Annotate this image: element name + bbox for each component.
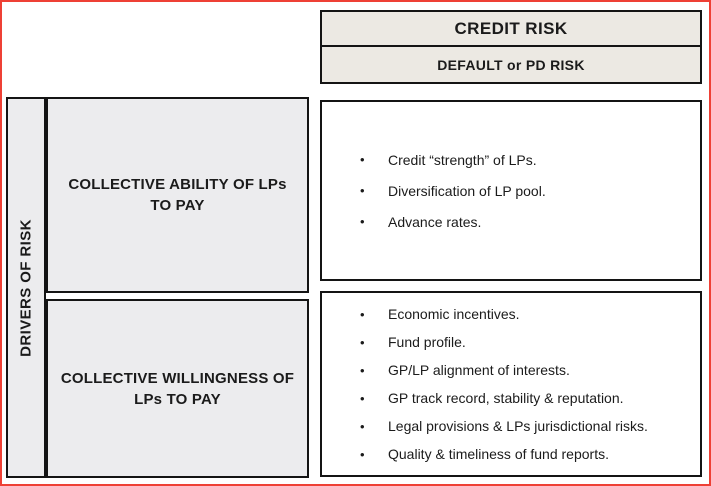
- bullet-icon: •: [360, 183, 365, 198]
- willingness-bullet-list: • Economic incentives. • Fund profile. • GP…: [322, 300, 700, 468]
- bullet-icon: •: [360, 214, 365, 229]
- row-label-line: COLLECTIVE ABILITY OF LPs: [68, 176, 287, 193]
- row-label-line: TO PAY: [150, 197, 205, 214]
- bullet-item: • Legal provisions & LPs jurisdictional r…: [360, 412, 692, 440]
- default-pd-risk-subtitle: DEFAULT or PD RISK: [322, 45, 700, 82]
- bullet-item: • Quality & timeliness of fund reports.: [360, 440, 692, 468]
- bullet-text: Advance rates.: [388, 213, 482, 230]
- drivers-of-risk-label: DRIVERS OF RISK: [17, 218, 35, 357]
- bullet-item: • Advance rates.: [360, 206, 692, 237]
- ability-drivers-panel: • Credit “strength” of LPs. • Diversificat…: [320, 100, 702, 281]
- bullet-icon: •: [360, 390, 365, 406]
- bullet-text: GP track record, stability & reputation.: [388, 390, 624, 406]
- bullet-item: • GP track record, stability & reputation…: [360, 384, 692, 412]
- bullet-icon: •: [360, 152, 365, 167]
- bullet-item: • Economic incentives.: [360, 300, 692, 328]
- bullet-icon: •: [360, 362, 365, 378]
- bullet-item: • Diversification of LP pool.: [360, 175, 692, 206]
- bullet-text: Fund profile.: [388, 334, 466, 350]
- row-label-collective-willingness: COLLECTIVE WILLINGNESS OF LPs TO PAY: [46, 299, 309, 478]
- drivers-of-risk-axis: DRIVERS OF RISK: [6, 97, 46, 478]
- row-label-collective-ability: COLLECTIVE ABILITY OF LPs TO PAY: [46, 97, 309, 293]
- ability-bullet-list: • Credit “strength” of LPs. • Diversificat…: [322, 144, 700, 237]
- bullet-text: GP/LP alignment of interests.: [388, 362, 570, 378]
- bullet-text: Quality & timeliness of fund reports.: [388, 446, 609, 462]
- row-label-line: COLLECTIVE WILLINGNESS OF: [60, 369, 295, 387]
- credit-risk-header: CREDIT RISK DEFAULT or PD RISK: [320, 10, 702, 84]
- bullet-item: • Credit “strength” of LPs.: [360, 144, 692, 175]
- bullet-icon: •: [360, 306, 365, 322]
- bullet-text: Legal provisions & LPs jurisdictional ri…: [388, 418, 648, 434]
- bullet-icon: •: [360, 334, 365, 350]
- row-label-line: LPs TO PAY: [134, 390, 221, 408]
- bullet-icon: •: [360, 418, 365, 434]
- credit-risk-title: CREDIT RISK: [454, 18, 568, 38]
- bullet-item: • GP/LP alignment of interests.: [360, 356, 692, 384]
- bullet-item: • Fund profile.: [360, 328, 692, 356]
- bullet-text: Credit “strength” of LPs.: [388, 151, 537, 168]
- bullet-text: Diversification of LP pool.: [388, 182, 546, 199]
- bullet-icon: •: [360, 446, 365, 462]
- willingness-drivers-panel: • Economic incentives. • Fund profile. • GP…: [320, 291, 702, 477]
- bullet-text: Economic incentives.: [388, 306, 520, 322]
